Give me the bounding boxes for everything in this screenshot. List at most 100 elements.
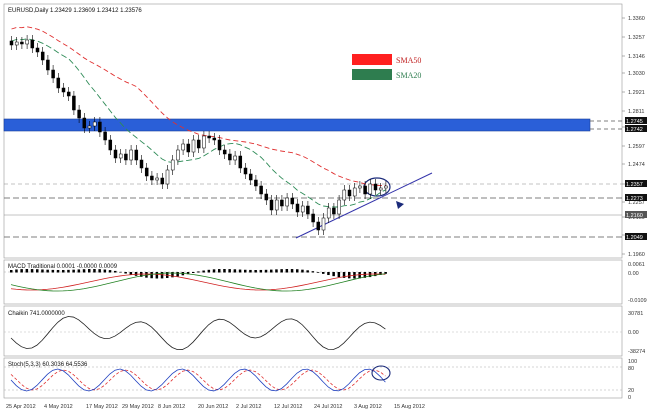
sma20-line — [11, 38, 387, 208]
price-highlight-label: 1.2273 — [626, 196, 643, 202]
price-highlight-box — [625, 194, 647, 201]
macd-bar — [358, 272, 361, 279]
macd-bar — [233, 269, 237, 273]
macd-bar — [363, 272, 367, 278]
macd-bar — [36, 269, 39, 273]
price-highlight-box — [625, 180, 647, 187]
macd-bar — [306, 270, 309, 273]
candle — [352, 187, 357, 197]
macd-bar — [264, 269, 268, 273]
candle — [150, 175, 154, 181]
macd-bar — [202, 270, 205, 273]
candle — [321, 217, 326, 231]
candle — [77, 109, 81, 119]
stoch-signal-line — [10, 369, 386, 391]
macd-axis-top: 0.0061 — [628, 262, 645, 268]
candle — [264, 193, 269, 201]
date-tick-label: 3 Aug 2012 — [354, 404, 382, 410]
stochastic-panel[interactable] — [3, 357, 623, 399]
candle — [134, 149, 139, 161]
candle — [243, 167, 248, 175]
candle — [124, 153, 128, 161]
candle — [212, 137, 217, 141]
macd-panel[interactable] — [3, 259, 623, 305]
macd-bar — [342, 272, 346, 278]
symbol-title: EURUSD,Daily 1.23429 1.23609 1.23412 1.2… — [8, 8, 142, 14]
macd-bar — [296, 269, 299, 273]
macd-bar — [93, 269, 96, 273]
price-tick-label: 1.2474 — [628, 162, 645, 168]
price-highlight-label: 1.2357 — [626, 182, 643, 188]
candle — [155, 177, 159, 181]
candle — [87, 125, 92, 129]
macd-bar — [160, 272, 164, 279]
arrow-marker-icon — [396, 201, 404, 209]
macd-bar — [332, 272, 335, 277]
date-tick-label: 8 Jun 2012 — [158, 404, 185, 410]
candle — [66, 91, 71, 97]
macd-axis-zero: 0.00 — [628, 271, 639, 277]
macd-bar — [155, 272, 159, 279]
candle — [280, 199, 284, 207]
candle — [51, 69, 55, 79]
date-tick-label: 29 May 2012 — [122, 404, 154, 410]
price-highlight-label: 1.2160 — [626, 213, 643, 219]
candle — [103, 131, 107, 141]
candle — [363, 185, 367, 195]
price-highlight-box — [625, 211, 647, 218]
candle — [295, 203, 300, 213]
stoch-highlight-circle — [371, 365, 391, 381]
macd-bar — [254, 269, 257, 273]
candle — [181, 143, 185, 151]
macd-bar — [259, 269, 263, 273]
date-tick-label: 17 May 2012 — [86, 404, 118, 410]
macd-bar — [108, 270, 112, 273]
candle — [259, 185, 263, 195]
candle — [35, 47, 40, 53]
candle — [144, 167, 149, 177]
candle — [61, 87, 66, 93]
macd-bar — [30, 269, 34, 273]
macd-bar — [249, 269, 252, 273]
sma50-line — [11, 26, 386, 186]
macd-bar — [51, 269, 55, 273]
candle — [228, 153, 232, 161]
macd-bar — [379, 272, 382, 275]
macd-bar — [238, 269, 242, 273]
candle — [9, 40, 14, 46]
legend-sma50-label: SMA50 — [396, 56, 421, 65]
date-tick-label: 2 Jul 2012 — [236, 404, 261, 410]
chaikin-axis-zero: 0.00 — [628, 330, 639, 336]
candle — [46, 59, 50, 71]
macd-bar — [223, 269, 226, 273]
macd-bar — [275, 269, 278, 273]
candle — [30, 39, 35, 49]
chaikin-title: Chaikin 741.0000000 — [8, 311, 65, 317]
candle — [56, 77, 61, 89]
macd-bar — [62, 269, 65, 273]
stoch-axis-0: 0 — [628, 395, 631, 401]
candle — [222, 149, 227, 155]
stoch-axis-20: 20 — [628, 388, 634, 394]
macd-line — [10, 272, 386, 292]
macd-title: MACD Traditional 0.0001 -0.0000 0.0009 — [8, 264, 118, 270]
macd-bar — [41, 269, 44, 273]
candle — [108, 139, 113, 151]
macd-axis-bottom: -0.0109 — [628, 298, 647, 304]
date-tick-label: 4 May 2012 — [44, 404, 73, 410]
macd-bar — [20, 269, 23, 273]
macd-bar — [98, 269, 101, 273]
chaikin-panel[interactable] — [3, 305, 623, 357]
legend-sma50-swatch — [352, 54, 392, 65]
candle — [290, 197, 295, 205]
macd-bar — [192, 272, 195, 273]
macd-bar — [316, 272, 320, 273]
price-tick-label: 1.2597 — [628, 144, 645, 150]
candle — [316, 221, 321, 231]
macd-bar — [82, 269, 86, 273]
price-highlight-box — [625, 117, 647, 124]
date-tick-label: 20 Jun 2012 — [198, 404, 228, 410]
candle — [217, 139, 222, 151]
macd-bar — [337, 272, 341, 278]
